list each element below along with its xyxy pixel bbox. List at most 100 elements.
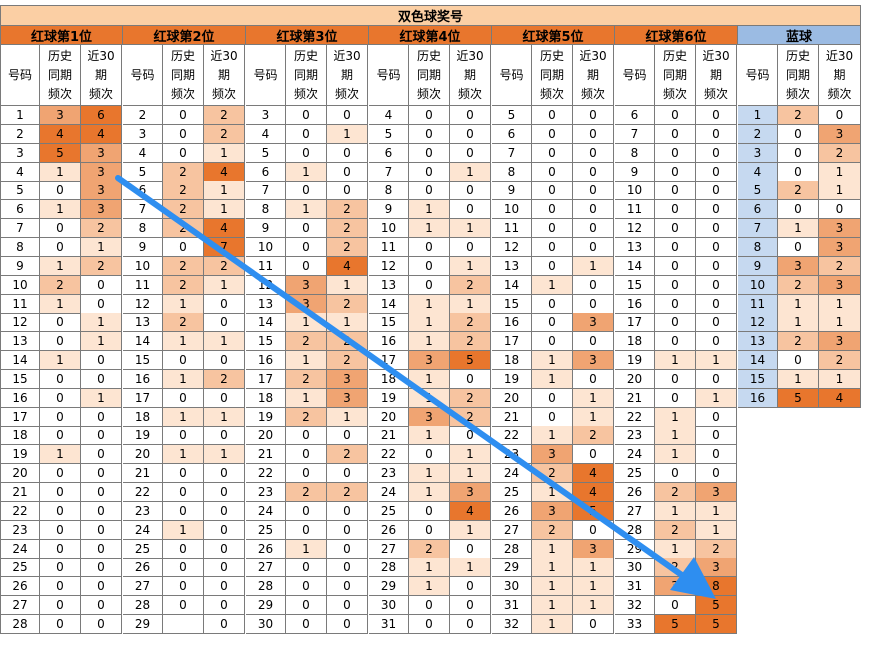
- recent30-freq-cell: 1: [819, 162, 861, 182]
- recent30-freq-cell: 0: [81, 558, 122, 578]
- history-freq-cell: 1: [409, 332, 450, 352]
- number-cell: 28: [492, 539, 532, 559]
- recent30-freq-cell: 0: [81, 445, 122, 465]
- history-freq-cell: 0: [286, 558, 327, 578]
- number-cell: 26: [123, 558, 163, 578]
- history-freq-cell: 3: [532, 445, 573, 465]
- number-cell: 22: [123, 483, 163, 502]
- history-freq-cell: 1: [532, 577, 573, 597]
- number-cell: 30: [492, 577, 532, 597]
- recent30-freq-cell: 1: [450, 256, 491, 276]
- number-cell: 12: [492, 237, 532, 257]
- recent30-freq-cell: 0: [327, 181, 368, 201]
- recent30-freq-cell: 3: [573, 313, 614, 333]
- recent30-freq-cell: 2: [204, 369, 245, 389]
- number-cell: 4: [738, 162, 778, 182]
- recent30-freq-cell: 0: [573, 275, 614, 295]
- number-cell: 17: [615, 313, 655, 333]
- history-freq-cell: 0: [655, 596, 696, 616]
- group-header: 红球第6位: [615, 26, 738, 45]
- recent30-freq-cell: 0: [573, 445, 614, 465]
- history-freq-cell: 1: [163, 445, 204, 465]
- recent30-freq-cell: 1: [450, 445, 491, 465]
- number-cell: 3: [0, 143, 40, 163]
- history-freq-cell: 0: [409, 501, 450, 521]
- history-freq-cell: 0: [532, 200, 573, 220]
- number-cell: 1: [738, 106, 778, 125]
- history-freq-cell: 0: [655, 162, 696, 182]
- history-freq-cell: 0: [40, 369, 81, 389]
- number-cell: 19: [123, 426, 163, 446]
- history-freq-cell: 0: [286, 577, 327, 597]
- number-cell: 20: [615, 369, 655, 389]
- recent30-freq-cell: 0: [450, 143, 491, 163]
- column-header: 历史 同期 频次: [40, 45, 81, 106]
- history-freq-cell: 1: [286, 351, 327, 371]
- recent30-freq-cell: 0: [204, 596, 245, 616]
- number-cell: 15: [123, 351, 163, 371]
- number-cell: 26: [615, 483, 655, 502]
- recent30-freq-cell: 2: [327, 219, 368, 239]
- history-freq-cell: 2: [778, 106, 819, 125]
- number-cell: 12: [246, 275, 286, 295]
- recent30-freq-cell: 2: [81, 256, 122, 276]
- number-cell: 10: [369, 219, 409, 239]
- recent30-freq-cell: 1: [450, 558, 491, 578]
- number-cell: 26: [369, 520, 409, 540]
- history-freq-cell: 1: [655, 426, 696, 446]
- recent30-freq-cell: 2: [81, 219, 122, 239]
- number-cell: 12: [123, 294, 163, 314]
- history-freq-cell: 1: [409, 313, 450, 333]
- number-cell: 6: [0, 200, 40, 220]
- number-cell: 24: [369, 483, 409, 502]
- number-cell: 5: [369, 124, 409, 144]
- number-cell: 31: [615, 577, 655, 597]
- history-freq-cell: 0: [409, 614, 450, 634]
- number-cell: 21: [369, 426, 409, 446]
- history-freq-cell: 2: [778, 181, 819, 201]
- recent30-freq-cell: 0: [204, 351, 245, 371]
- recent30-freq-cell: 0: [696, 407, 737, 427]
- number-cell: 7: [615, 124, 655, 144]
- number-cell: 17: [246, 369, 286, 389]
- history-freq-cell: 1: [40, 294, 81, 314]
- history-freq-cell: 0: [655, 275, 696, 295]
- history-freq-cell: 0: [40, 407, 81, 427]
- history-freq-cell: 2: [778, 275, 819, 295]
- number-cell: 31: [492, 596, 532, 616]
- recent30-freq-cell: 1: [819, 294, 861, 314]
- number-cell: 16: [123, 369, 163, 389]
- number-cell: 12: [615, 219, 655, 239]
- history-freq-cell: 0: [409, 162, 450, 182]
- history-freq-cell: 1: [532, 351, 573, 371]
- recent30-freq-cell: 0: [327, 143, 368, 163]
- history-freq-cell: 1: [655, 501, 696, 521]
- column-header: 近30 期 频次: [573, 45, 614, 106]
- number-cell: 16: [369, 332, 409, 352]
- history-freq-cell: 3: [409, 351, 450, 371]
- number-cell: 20: [0, 464, 40, 484]
- recent30-freq-cell: 0: [81, 596, 122, 616]
- number-cell: 24: [246, 501, 286, 521]
- recent30-freq-cell: 0: [204, 426, 245, 446]
- history-freq-cell: 2: [40, 275, 81, 295]
- recent30-freq-cell: 2: [204, 256, 245, 276]
- number-cell: 20: [492, 388, 532, 408]
- recent30-freq-cell: 0: [696, 313, 737, 333]
- history-freq-cell: 1: [655, 445, 696, 465]
- history-freq-cell: 0: [286, 181, 327, 201]
- number-cell: 29: [369, 577, 409, 597]
- number-cell: 21: [246, 445, 286, 465]
- recent30-freq-cell: 1: [450, 520, 491, 540]
- history-freq-cell: 1: [40, 162, 81, 182]
- number-cell: 22: [492, 426, 532, 446]
- history-freq-cell: 2: [409, 539, 450, 559]
- number-cell: 16: [615, 294, 655, 314]
- recent30-freq-cell: 1: [81, 313, 122, 333]
- number-cell: 27: [246, 558, 286, 578]
- recent30-freq-cell: 4: [81, 124, 122, 144]
- number-cell: 22: [615, 407, 655, 427]
- number-cell: 21: [0, 483, 40, 502]
- history-freq-cell: 0: [409, 181, 450, 201]
- number-cell: 16: [738, 388, 778, 408]
